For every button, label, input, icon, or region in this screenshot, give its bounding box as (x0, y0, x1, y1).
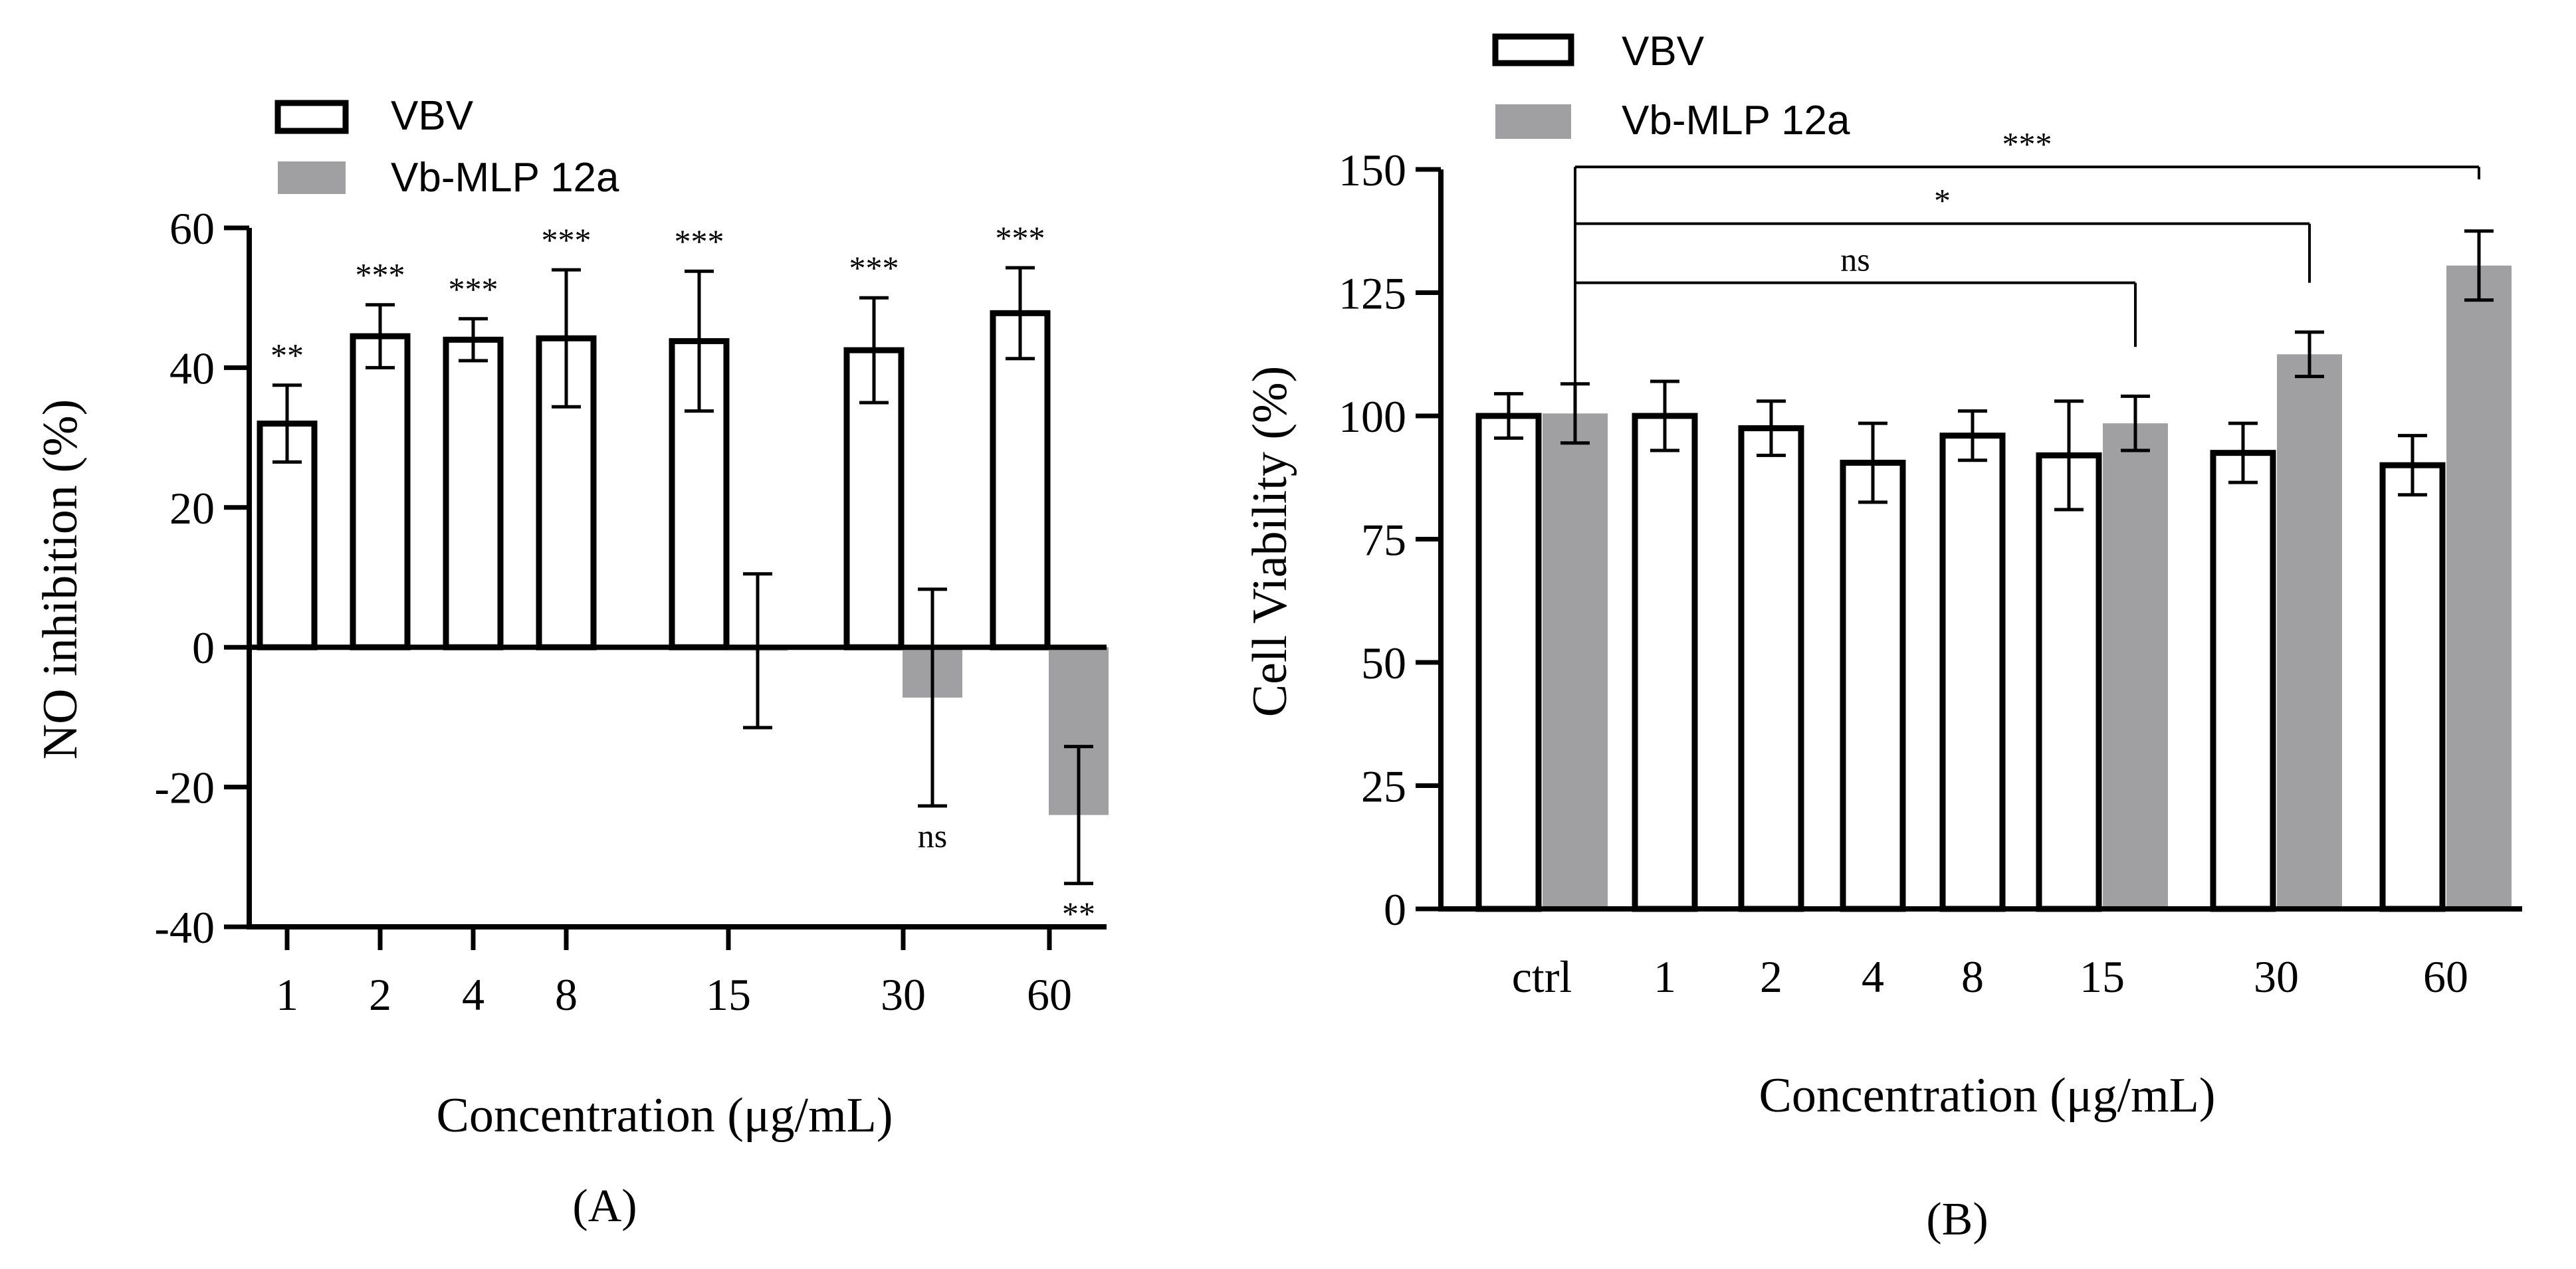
significance-a-0-30: *** (849, 249, 899, 286)
y-tick-label-b-25: 25 (1361, 761, 1406, 812)
y-tick-label-a--40: -40 (154, 902, 215, 953)
x-tick-label-a-1: 1 (276, 969, 298, 1020)
bar-b-vbv-2 (1738, 425, 1804, 912)
x-tick-label-b-60: 60 (2423, 951, 2468, 1002)
bar-b-mlp-60 (2446, 265, 2512, 909)
y-tick-label-b-75: 75 (1361, 515, 1406, 565)
panel-a-y-axis-title: NO inhibition (%) (33, 399, 88, 760)
bar-b-vbv-30 (2210, 450, 2276, 912)
legend-b-swatch-mlp (1495, 104, 1571, 139)
significance-a-1-30: ns (918, 817, 947, 854)
x-tick-label-b-15: 15 (2080, 951, 2125, 1002)
y-tick-label-b-150: 150 (1339, 145, 1406, 195)
significance-a-0-15: *** (675, 223, 724, 260)
bar-b-mlp-ctrl (1543, 413, 1608, 909)
panel-a-error-bars (272, 266, 1093, 886)
bar-b-vbv-8 (1939, 433, 2006, 912)
significance-a-1-60: ** (1062, 895, 1095, 932)
bar-b-vbv-15 (2036, 452, 2102, 912)
legend-b-swatch-vbv (1492, 33, 1574, 66)
legend-a-swatch-vbv (274, 100, 349, 134)
y-tick-label-a-20: 20 (169, 483, 215, 534)
bar-b-vbv-4 (1840, 459, 1906, 912)
comparison-label-60: *** (2002, 125, 2052, 162)
y-tick-label-a--20: -20 (154, 763, 215, 813)
x-tick-label-b-ctrl: ctrl (1512, 951, 1572, 1002)
bar-a-vbv-60 (990, 310, 1051, 650)
x-tick-label-a-2: 2 (369, 969, 391, 1020)
x-tick-label-a-8: 8 (555, 969, 578, 1020)
panel-b-y-axis-title: Cell Viability (%) (1243, 366, 1297, 718)
legend-b-label-mlp: Vb-MLP 12a (1622, 98, 1850, 144)
panel-b-comparisons (1574, 165, 2480, 384)
legend-a-swatch-mlp (278, 161, 346, 194)
y-tick-label-a-60: 60 (169, 203, 215, 254)
panel-a-axes (224, 225, 1107, 950)
panel-a: VBV Vb-MLP 12a ** 1 *** 2 *** 4 *** 8 *** 15 *** ns… (33, 93, 1109, 1232)
x-tick-label-a-60: 60 (1027, 969, 1072, 1020)
bar-b-vbv-60 (2379, 462, 2446, 912)
panel-b-bars (1475, 265, 2512, 912)
bar-a-vbv-4 (443, 336, 504, 650)
significance-a-0-8: *** (542, 221, 591, 258)
x-tick-label-b-30: 30 (2254, 951, 2299, 1002)
panel-a-x-axis-title: Concentration (μg/mL) (437, 1088, 893, 1143)
bar-b-vbv-1 (1632, 413, 1698, 912)
y-tick-label-b-0: 0 (1384, 884, 1406, 935)
x-tick-label-a-15: 15 (706, 969, 751, 1020)
significance-a-0-1: ** (270, 337, 304, 374)
comparison-label-15: ns (1840, 241, 1870, 278)
x-tick-label-b-4: 4 (1862, 951, 1884, 1002)
significance-a-0-4: *** (449, 270, 498, 308)
panel-b-legend: VBV Vb-MLP 12a (1492, 29, 1850, 144)
panel-a-legend: VBV Vb-MLP 12a (274, 93, 619, 201)
bar-b-mlp-15 (2103, 423, 2168, 909)
panel-a-bars (257, 310, 1109, 815)
panel-a-label: (A) (572, 1181, 637, 1232)
bar-b-mlp-30 (2277, 354, 2342, 909)
bar-a-vbv-2 (350, 333, 411, 650)
significance-a-0-2: *** (356, 256, 405, 294)
panel-a-labels: **1***2***4***8***15***ns30*****60-40-20… (154, 203, 1095, 1020)
x-tick-label-a-30: 30 (881, 969, 926, 1020)
comparison-label-30: * (1934, 182, 1951, 219)
panel-b-x-axis-title: Concentration (μg/mL) (1759, 1068, 2216, 1123)
bar-b-vbv-ctrl (1475, 413, 1542, 912)
significance-a-0-60: *** (996, 219, 1045, 256)
legend-a-label-mlp: Vb-MLP 12a (391, 155, 619, 201)
panel-b-axes (1416, 167, 2522, 912)
legend-a-label-vbv: VBV (391, 93, 474, 139)
y-tick-label-b-50: 50 (1361, 638, 1406, 688)
x-tick-label-b-8: 8 (1961, 951, 1984, 1002)
panel-b: VBV Vb-MLP 12a ctrl 1 2 4 8 15 30 60 0 25 50 75 100 1… (1243, 29, 2522, 1245)
y-tick-label-b-100: 100 (1339, 391, 1406, 442)
x-tick-label-b-1: 1 (1654, 951, 1676, 1002)
y-tick-label-b-125: 125 (1339, 268, 1406, 319)
panel-b-label: (B) (1926, 1194, 1988, 1245)
panel-b-error-bars (1494, 229, 2494, 512)
x-tick-label-b-2: 2 (1760, 951, 1782, 1002)
x-tick-label-a-4: 4 (462, 969, 484, 1020)
legend-b-label-vbv: VBV (1622, 29, 1705, 74)
y-tick-label-a-40: 40 (169, 343, 215, 393)
y-tick-label-a-0: 0 (192, 623, 215, 673)
